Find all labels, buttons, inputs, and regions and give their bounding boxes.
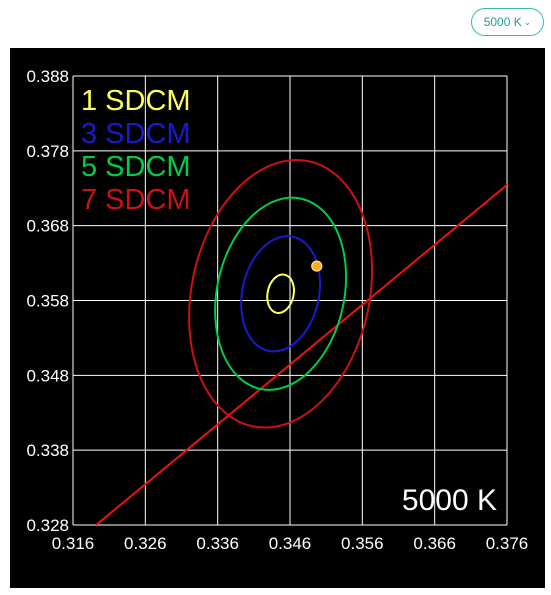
y-tick-label: 0.368 bbox=[26, 217, 69, 236]
y-tick-label: 0.348 bbox=[26, 366, 69, 385]
legend-entry: 3 SDCM bbox=[81, 118, 191, 150]
cct-annotation: 5000 K bbox=[402, 484, 497, 517]
measured-point bbox=[311, 260, 323, 272]
sdcm-ellipse-2 bbox=[240, 235, 322, 353]
x-tick-label: 0.346 bbox=[269, 534, 312, 553]
y-tick-label: 0.328 bbox=[26, 516, 69, 535]
y-tick-label: 0.378 bbox=[26, 142, 69, 161]
y-tick-label: 0.358 bbox=[26, 292, 69, 311]
reference-line bbox=[95, 183, 507, 525]
sdcm-ellipse-3 bbox=[214, 196, 348, 391]
sdcm-ellipse-1 bbox=[266, 273, 295, 314]
x-tick-label: 0.316 bbox=[52, 534, 95, 553]
x-tick-label: 0.366 bbox=[413, 534, 456, 553]
x-tick-label: 0.356 bbox=[341, 534, 384, 553]
chromaticity-chart: 0.316 0.326 0.336 0.346 0.356 0.366 0.376 0.388… bbox=[26, 67, 529, 553]
y-tick-label: 0.338 bbox=[26, 441, 69, 460]
sdcm-ellipse-4 bbox=[188, 158, 374, 429]
cct-select-label: 5000 K bbox=[483, 15, 522, 29]
x-tick-label: 0.376 bbox=[486, 534, 529, 553]
y-tick-label: 0.388 bbox=[26, 67, 69, 86]
chart-panel: 0.316 0.326 0.336 0.346 0.356 0.366 0.376 0.388… bbox=[10, 48, 545, 588]
chevron-down-icon: ⌄ bbox=[523, 17, 532, 27]
cct-select-button[interactable]: 5000 K ⌄ bbox=[471, 8, 544, 36]
legend-entry: 1 SDCM bbox=[81, 85, 191, 117]
legend-entry: 7 SDCM bbox=[81, 184, 191, 216]
legend-entry: 5 SDCM bbox=[81, 151, 191, 183]
x-tick-label: 0.326 bbox=[124, 534, 167, 553]
x-tick-label: 0.336 bbox=[196, 534, 239, 553]
